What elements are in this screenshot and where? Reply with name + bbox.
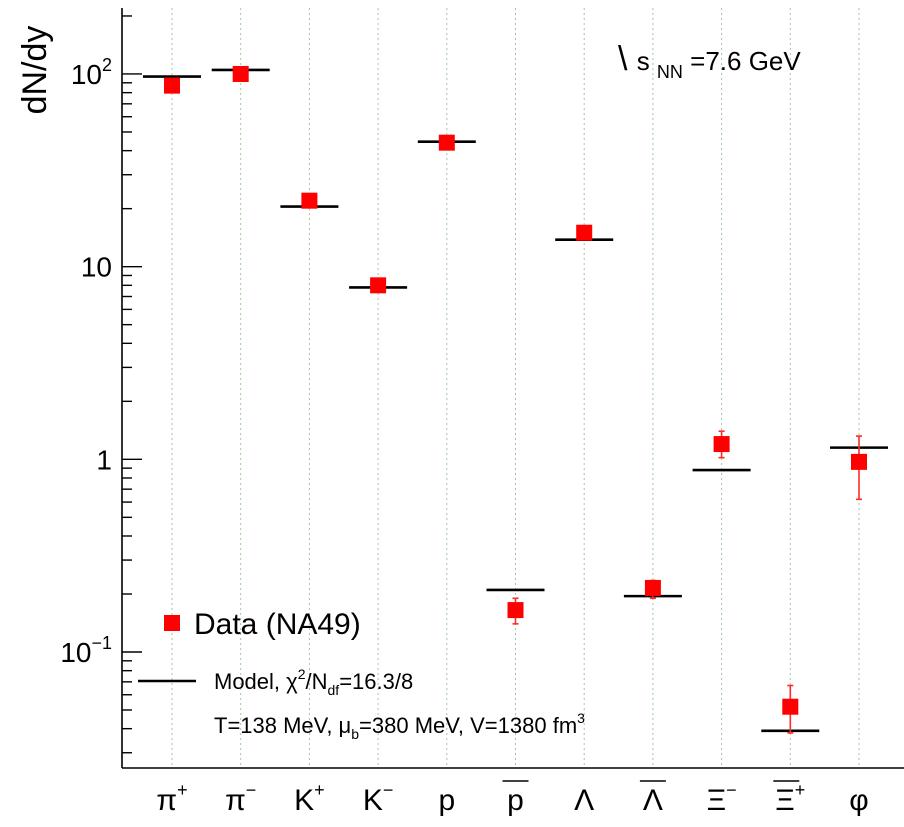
x-category-label-3: K− (363, 780, 394, 817)
x-category-label-5: p (507, 784, 524, 817)
category-sup: + (177, 780, 188, 800)
legend-model-label: Model, (214, 669, 286, 694)
category-base: π (225, 784, 246, 817)
energy-sub: NN (657, 62, 683, 82)
legend-model-text: Model, χ2/Ndf=16.3/8 (214, 666, 413, 698)
data-point-9 (782, 698, 799, 715)
grid-lines (171, 8, 860, 768)
energy-value: =7.6 GeV (690, 46, 801, 76)
data-point-5 (507, 602, 524, 619)
category-base: π (156, 784, 177, 817)
y-tick-label: 102 (71, 55, 112, 90)
legend-ndf-n: /N (306, 669, 328, 694)
y-tick-label-base: 1 (96, 444, 112, 475)
data-point-3 (370, 277, 387, 294)
axes (121, 8, 904, 769)
y-tick-label-base: 10 (71, 59, 102, 90)
category-base: K (363, 784, 383, 817)
y-tick-label: 10−1 (60, 633, 112, 668)
category-base: p (507, 784, 524, 817)
category-base: Λ (574, 784, 594, 817)
category-sup: + (795, 780, 806, 800)
x-category-label-4: p (438, 784, 455, 817)
category-base: Ξ (775, 784, 795, 817)
legend-param-t: T=138 MeV, (214, 713, 339, 738)
energy-annotation: \ s NN =7.6 GeV (618, 40, 801, 84)
legend-data-label: Data (NA49) (194, 608, 361, 641)
x-category-label-2: K+ (294, 780, 325, 817)
y-tick-label: 1 (96, 444, 112, 475)
legend-chi: χ (286, 669, 298, 694)
y-tick-label-exp: −1 (91, 633, 112, 653)
category-base: K (294, 784, 314, 817)
x-category-label-7: Λ (643, 784, 663, 817)
data-point-10 (851, 453, 867, 470)
y-tick-label-exp: 2 (102, 55, 112, 75)
category-sup: − (383, 780, 394, 800)
legend-ndf-value: =16.3/8 (339, 669, 413, 694)
category-base: Ξ (707, 784, 727, 817)
data-point-1 (232, 65, 249, 82)
legend-param-mu: μ (339, 713, 352, 738)
category-sup: − (726, 780, 737, 800)
y-tick-label: 10 (81, 252, 112, 283)
x-category-label-8: Ξ− (707, 780, 737, 817)
legend-params-text: T=138 MeV, μb=380 MeV, V=1380 fm3 (214, 710, 585, 742)
model-series (143, 68, 888, 733)
category-sup: + (314, 780, 325, 800)
legend-data-marker (164, 615, 180, 631)
x-category-label-10: φ (849, 784, 868, 817)
data-point-4 (438, 134, 455, 151)
data-point-6 (576, 224, 593, 241)
legend: Data (NA49) Model, χ2/Ndf=16.3/8 T=138 M… (138, 608, 585, 742)
y-axis-label: dN/dy (16, 26, 54, 115)
category-base: Λ (643, 784, 663, 817)
legend-chi-sup: 2 (298, 666, 306, 682)
category-sup: − (246, 780, 257, 800)
y-tick-label-base: 10 (81, 252, 112, 283)
x-category-label-6: Λ (574, 784, 594, 817)
legend-param-mu-sub: b (351, 726, 359, 742)
data-point-0 (164, 77, 180, 94)
y-tick-label-base: 10 (60, 637, 91, 668)
category-base: p (438, 784, 455, 817)
x-category-label-1: π− (225, 780, 256, 817)
category-base: φ (849, 784, 868, 817)
x-category-label-9: Ξ+ (775, 780, 805, 817)
x-category-label-0: π+ (156, 780, 187, 817)
energy-s: s (637, 46, 650, 76)
x-category-labels: π+ π− K+ K− p p Λ Λ Ξ− Ξ+ φ (156, 780, 868, 817)
legend-param-sup: 3 (577, 710, 585, 726)
legend-param-mid: =380 MeV, V=1380 fm (359, 713, 577, 738)
data-point-8 (713, 436, 730, 453)
sqrt-sign: \ (618, 40, 628, 78)
legend-ndf-sub: df (328, 682, 340, 698)
data-point-2 (301, 192, 318, 209)
data-point-7 (644, 579, 661, 596)
data-series (164, 65, 867, 734)
